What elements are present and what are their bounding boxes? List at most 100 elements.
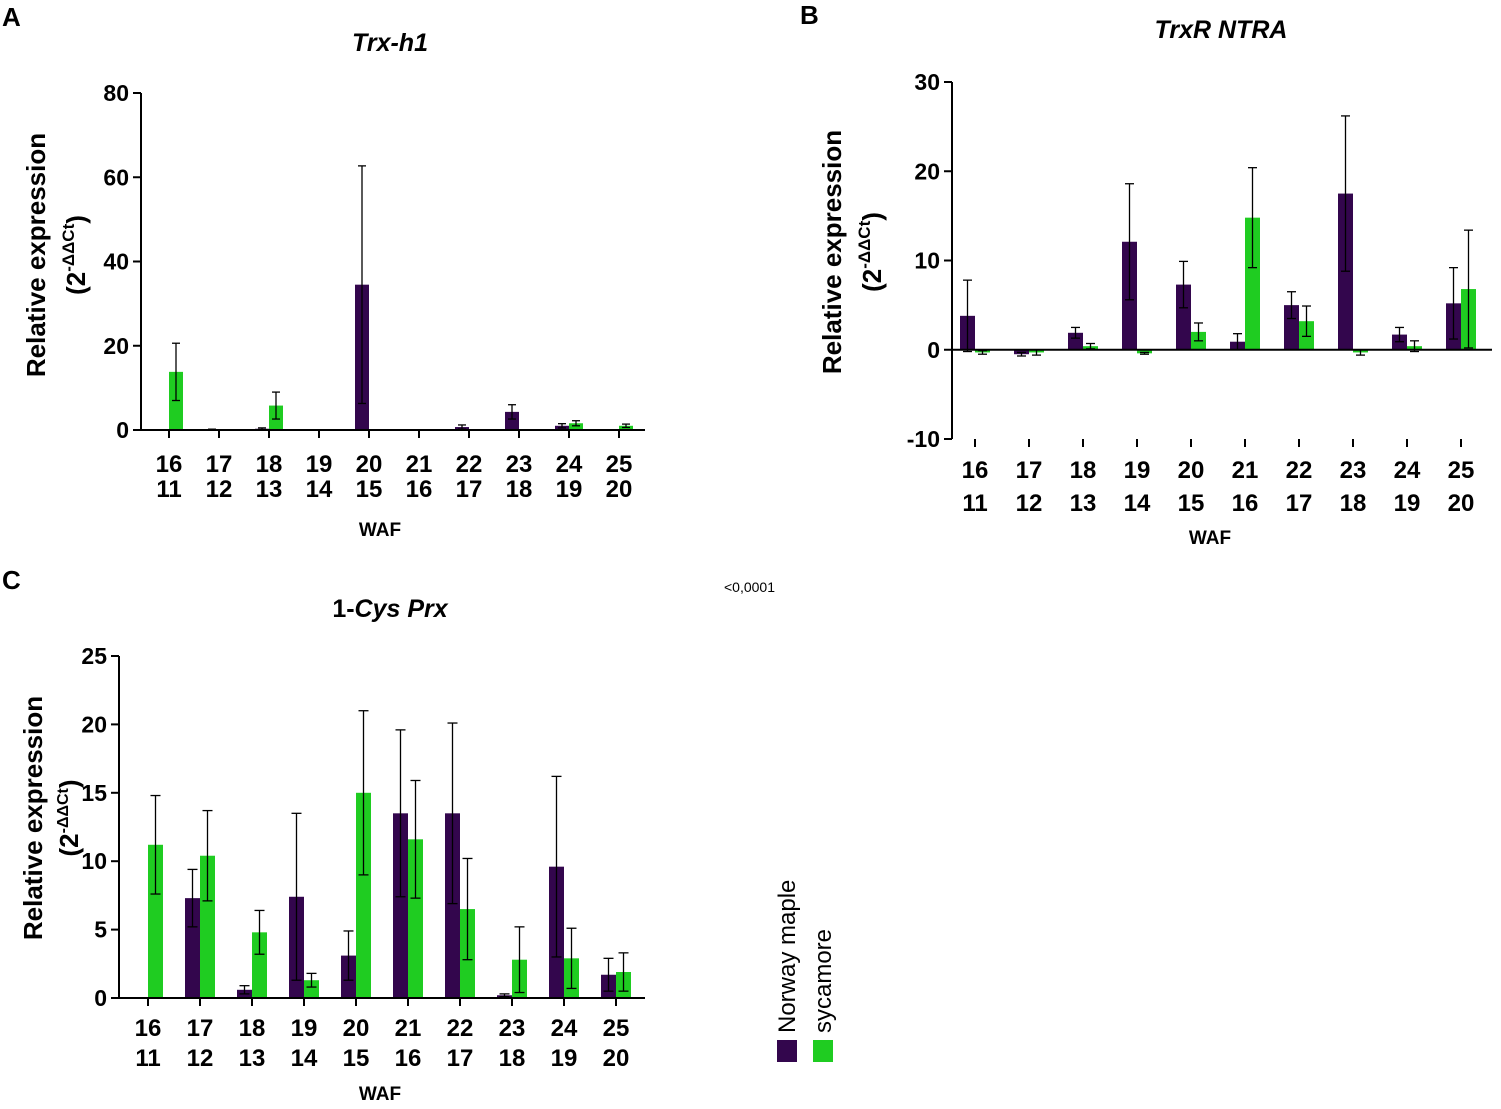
chart-c-category-label: 19 [291, 1015, 318, 1042]
chart-c-category-label: 22 [447, 1015, 474, 1042]
chart-a-category-label: 11 [156, 476, 181, 503]
chart-c-xlabel: WAF [359, 1084, 401, 1105]
chart-b-ytick-label: 30 [914, 69, 940, 95]
chart-a-category-label: 21 [406, 451, 433, 478]
chart-c-ylabel-sub: (2-ΔΔCt) [54, 779, 84, 856]
panel-letter-b: B [800, 0, 819, 30]
chart-b-category-label: 14 [1124, 490, 1151, 517]
chart-b-category-label: 15 [1178, 490, 1205, 517]
chart-c-ylabel-sub-base: (2 [54, 833, 84, 856]
chart-b-ytick-label: 20 [914, 158, 940, 184]
legend: Norway maple sycamore [774, 880, 837, 1062]
chart-c-category-label: 23 [499, 1015, 526, 1042]
chart-c-ylabel: Relative expression (2-ΔΔCt) [18, 696, 84, 940]
chart-b-ylabel-sub: (2-ΔΔCt) [855, 212, 887, 292]
chart-c-bar-sycamore [304, 980, 319, 998]
chart-c-ytick-label: 20 [81, 711, 107, 737]
chart-b-ylabel-sub-sup: -ΔΔCt [855, 220, 874, 268]
chart-b-category-label: 23 [1340, 457, 1367, 484]
chart-c-category-label: 12 [187, 1045, 214, 1072]
chart-c-category-label: 21 [395, 1015, 422, 1042]
chart-b-category-label: 19 [1394, 490, 1421, 517]
chart-c-category-label: 15 [343, 1045, 370, 1072]
chart-b-bar-sycamore [1137, 349, 1152, 354]
chart-c-bar-sycamore [356, 792, 371, 998]
chart-c-ytick-label: 25 [81, 643, 107, 669]
chart-c-bar-sycamore [252, 932, 267, 998]
chart-c-ytick-label: 5 [94, 917, 107, 943]
chart-a-ytick-label: 80 [103, 80, 129, 106]
chart-b-category-label: 11 [962, 490, 987, 517]
chart-b-bar-norway [1284, 305, 1299, 350]
chart-c-title-prefix: 1- [332, 595, 354, 623]
chart-a-category-label: 20 [356, 451, 383, 478]
chart-a-category-label: 15 [356, 476, 383, 503]
chart-c-category-label: 20 [603, 1045, 630, 1072]
chart-a-category-label: 24 [556, 451, 583, 478]
chart-a-ylabel-sub-base: (2 [61, 272, 91, 295]
chart-b-category-label: 16 [1232, 490, 1259, 517]
chart-a-category-label: 14 [306, 476, 333, 503]
chart-a-category-label: 16 [156, 451, 183, 478]
chart-b-category-label: 25 [1448, 457, 1475, 484]
chart-a-bar-sycamore [569, 423, 583, 430]
chart-c-bar-norway [445, 813, 460, 998]
chart-a-ytick-label: 40 [103, 249, 129, 275]
chart-b-ytick-label: 0 [927, 337, 940, 363]
chart-a-category-label: 17 [206, 451, 233, 478]
chart-a-category-label: 12 [206, 476, 233, 503]
legend-label-norway: Norway maple [774, 880, 801, 1033]
chart-a-title: Trx-h1 [352, 29, 428, 57]
chart-a-xlabel: WAF [359, 520, 401, 541]
chart-c-ytick-label: 15 [81, 780, 107, 806]
chart-c-ylabel-sub-sup: -ΔΔCt [55, 788, 72, 834]
chart-a-category-label: 20 [606, 476, 633, 503]
chart-a-bar-norway [505, 411, 519, 430]
chart-a-category-label: 19 [306, 451, 333, 478]
chart-c-ylabel-sub-end: ) [54, 779, 84, 788]
chart-a-category-label: 22 [456, 451, 483, 478]
chart-a-category-label: 18 [256, 451, 283, 478]
panel-letter-a: A [2, 2, 21, 32]
chart-a-plot: 0204060801611171218131914201521162217231… [103, 80, 645, 503]
chart-c-ylabel-main: Relative expression [18, 696, 48, 940]
chart-c-bar-sycamore [148, 844, 163, 998]
legend-swatch-norway [777, 1040, 797, 1062]
chart-a-ylabel-sub-sup: -ΔΔCt [59, 223, 78, 271]
chart-c-bar-norway [185, 898, 200, 998]
chart-a-category-label: 13 [256, 476, 283, 503]
chart-b-ylabel-sub-base: (2 [857, 269, 887, 292]
chart-c-bar-sycamore [200, 855, 215, 998]
chart-a-ytick-label: 0 [116, 417, 129, 443]
chart-b-ylabel: Relative expression (2-ΔΔCt) [817, 130, 887, 374]
chart-a-ytick-label: 60 [103, 164, 129, 190]
chart-b-ytick-label: 10 [914, 248, 940, 274]
chart-c-category-label: 17 [187, 1015, 214, 1042]
chart-b-category-label: 16 [962, 457, 989, 484]
chart-a-ytick-label: 20 [103, 333, 129, 359]
chart-b-category-label: 18 [1070, 457, 1097, 484]
chart-c-category-label: 11 [135, 1045, 160, 1072]
chart-b-category-label: 20 [1448, 490, 1475, 517]
chart-b-category-label: 18 [1340, 490, 1367, 517]
chart-c-category-label: 17 [447, 1045, 474, 1072]
chart-b-category-label: 24 [1394, 457, 1421, 484]
chart-b-category-label: 13 [1070, 490, 1097, 517]
chart-b-bar-norway [1068, 332, 1083, 350]
chart-c-title: 1-Cys Prx [332, 595, 448, 623]
chart-a-ylabel-sub-end: ) [61, 215, 91, 224]
chart-b-category-label: 17 [1286, 490, 1313, 517]
chart-b-ylabel-main: Relative expression [817, 130, 847, 374]
significance-note: <0,0001 [724, 579, 775, 595]
chart-b-category-label: 22 [1286, 457, 1313, 484]
chart-c-category-label: 18 [499, 1045, 526, 1072]
chart-b-ylabel-sub-end: ) [857, 212, 887, 221]
chart-b-category-label: 12 [1016, 490, 1043, 517]
chart-b-category-label: 20 [1178, 457, 1205, 484]
chart-a-category-label: 25 [606, 451, 633, 478]
chart-c-category-label: 13 [239, 1045, 266, 1072]
chart-b-category-label: 19 [1124, 457, 1151, 484]
chart-c-plot: 0 5 10 15 20 25 16 11 17 12 18 13 19 14 20 15 21 16 22 17 23… [81, 643, 645, 1072]
chart-c-category-label: 25 [603, 1015, 630, 1042]
